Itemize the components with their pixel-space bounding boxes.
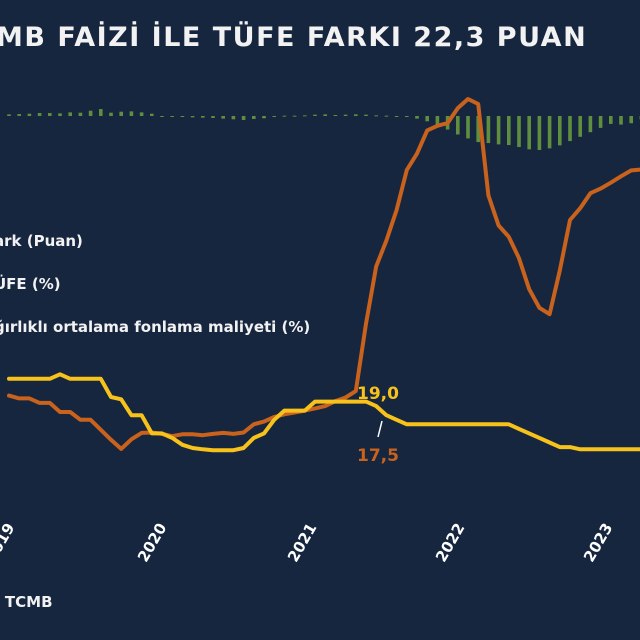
spread-bar <box>486 116 491 144</box>
spread-bar <box>415 116 419 119</box>
spread-bar <box>629 116 633 124</box>
spread-bar <box>364 114 368 116</box>
spread-bar <box>170 116 174 117</box>
spread-bar <box>262 116 266 119</box>
spread-bar <box>27 113 32 116</box>
spread-bar <box>99 109 103 116</box>
spread-bar <box>241 116 246 120</box>
spread-bar <box>37 113 42 116</box>
spread-bar <box>507 116 511 146</box>
spread-bar <box>129 111 134 116</box>
spread-bar <box>496 116 501 145</box>
x-tick-label: 2023 <box>580 520 616 565</box>
spread-bar <box>109 112 113 116</box>
x-tick-label: 2022 <box>432 520 468 565</box>
spread-bar <box>588 116 593 133</box>
spread-bar <box>201 116 205 118</box>
spread-bars <box>7 109 640 150</box>
spread-bar <box>598 116 603 128</box>
spread-bar <box>425 116 429 122</box>
legend-funding-cost: ğırlıklı ortalama fonlama maliyeti (%) <box>0 318 311 336</box>
policy-rate-annotation: 19,0 <box>357 384 399 404</box>
spread-bar <box>466 116 470 139</box>
spread-bar <box>558 116 562 146</box>
spread-bar <box>333 115 338 117</box>
spread-bar <box>17 114 21 116</box>
spread-bar <box>374 115 378 117</box>
spread-bar <box>88 110 93 116</box>
spread-bar <box>547 116 552 149</box>
spread-bar <box>180 116 185 117</box>
spread-bar <box>384 115 389 117</box>
spread-bar <box>292 115 297 117</box>
spread-bar <box>578 116 582 137</box>
spread-bar <box>313 114 317 116</box>
x-axis-ticks: 2019 2020 2021 2022 2023 <box>0 520 616 565</box>
annotation-connector <box>377 420 383 438</box>
spread-bar <box>190 116 195 118</box>
spread-bar <box>354 114 358 116</box>
x-tick-label: 2020 <box>134 520 170 565</box>
spread-bar <box>527 116 531 150</box>
spread-bar <box>394 116 399 117</box>
source-note: , TCMB <box>0 593 53 611</box>
spread-bar <box>323 114 327 116</box>
spread-bar <box>221 116 225 119</box>
spread-bar <box>78 112 83 116</box>
spread-bar <box>619 116 623 125</box>
spread-bar <box>343 114 348 116</box>
spread-bar <box>568 116 572 142</box>
x-tick-label: 2021 <box>284 520 320 565</box>
chart-lines <box>7 97 640 453</box>
spread-bar <box>139 112 144 116</box>
spread-bar <box>7 114 11 116</box>
spread-bar <box>231 116 236 120</box>
spread-bar <box>517 116 521 148</box>
spread-bar <box>537 116 542 150</box>
spread-bar <box>252 116 256 119</box>
spread-bar <box>456 116 460 135</box>
spread-bar <box>48 113 52 116</box>
spread-bar <box>58 113 62 116</box>
spread-bar <box>282 115 287 117</box>
spread-bar <box>405 116 409 117</box>
spread-bar <box>609 116 613 124</box>
cpi-line <box>7 97 640 451</box>
spread-bar <box>211 116 215 118</box>
spread-bar <box>303 115 307 117</box>
funding-cost-line <box>7 372 640 453</box>
chart-title: MB FAİZİ İLE TÜFE FARKI 22,3 PUAN <box>0 22 588 53</box>
spread-bar <box>119 111 123 116</box>
legend-cpi: ÜFE (%) <box>0 275 61 293</box>
spread-bar <box>150 113 154 116</box>
spread-bar <box>476 116 480 143</box>
spread-bar <box>435 116 440 125</box>
cpi-annotation: 17,5 <box>357 446 399 466</box>
spread-bar <box>160 116 164 117</box>
x-tick-label: 2019 <box>0 520 18 565</box>
legend-spread: ark (Puan) <box>0 232 83 250</box>
spread-bar <box>272 116 276 117</box>
spread-bar <box>68 112 72 116</box>
